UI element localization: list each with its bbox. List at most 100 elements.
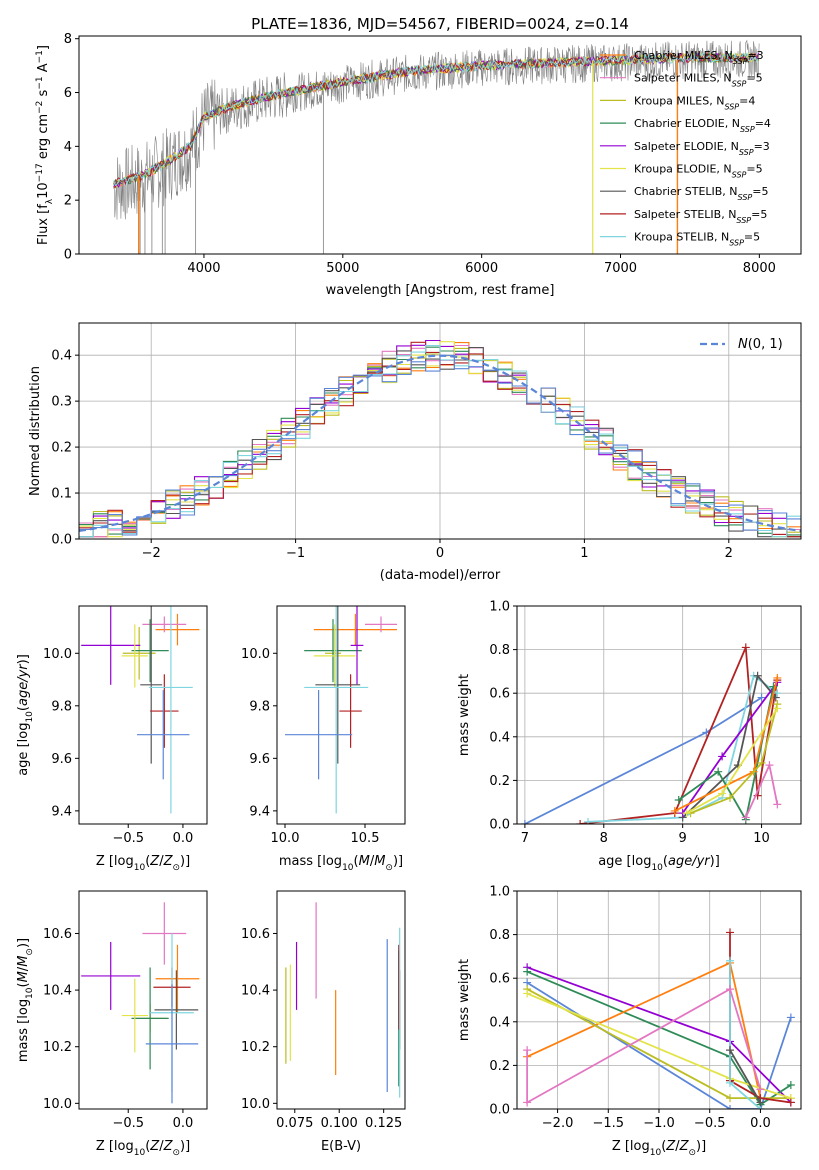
legend-label: Chabrier STELIB, NSSP=5 bbox=[634, 185, 768, 202]
y-axis-label: mass [log10(M/M⊙)] bbox=[16, 938, 35, 1062]
weight-marker-stelib_chabrier bbox=[726, 1046, 734, 1055]
legend-label: Salpeter STELIB, NSSP=5 bbox=[634, 208, 767, 225]
x-tick-label: 4000 bbox=[187, 261, 220, 276]
x-axis-label: mass [log10(M/M⊙)] bbox=[279, 854, 403, 873]
y-tick-label: 0.4 bbox=[51, 349, 72, 364]
y-tick-label: 0.6 bbox=[489, 687, 510, 702]
x-axis-label: Z [log10(Z/Z⊙)] bbox=[96, 854, 190, 873]
y-tick-label: 9.6 bbox=[249, 752, 270, 767]
legend-label: Salpeter MILES, NSSP=5 bbox=[634, 72, 763, 89]
y-tick-label: 0.8 bbox=[489, 643, 510, 658]
x-tick-label: 1 bbox=[580, 546, 588, 561]
x-tick-label: −1 bbox=[286, 546, 305, 561]
x-tick-label: 0.100 bbox=[321, 1116, 358, 1131]
plot-age-vs-Z: −0.5 0.0 9.4 9.6 9.8 10.0 Z [log10(Z/Z⊙)] age [… bbox=[16, 605, 208, 873]
plot-spectrum: 4000 5000 6000 7000 8000 0 2 4 6 8 Chabrier MILES,… bbox=[35, 32, 802, 298]
y-tick-label: 0.3 bbox=[51, 395, 72, 410]
weight-marker-stelib_kroupa bbox=[726, 1078, 734, 1087]
weight-marker-stelib_chabrier bbox=[756, 1098, 765, 1107]
x-tick-label: −0.5 bbox=[112, 1116, 144, 1131]
x-tick-label: −1.5 bbox=[592, 1116, 624, 1131]
y-tick-label: 10.2 bbox=[241, 1040, 270, 1055]
y-tick-label: 0.2 bbox=[489, 774, 510, 789]
weight-marker-miles_salpeter bbox=[523, 1098, 532, 1107]
x-axis-label: age [log10(age/yr)] bbox=[598, 854, 720, 873]
weight-series-miles_kroupa bbox=[690, 703, 779, 814]
weight-marker-elodie_kroupa bbox=[718, 789, 727, 798]
weight-marker-elodie_chabrier bbox=[523, 967, 532, 976]
weight-marker-miles_salpeter bbox=[726, 985, 734, 994]
legend-label: Kroupa STELIB, NSSP=5 bbox=[634, 231, 760, 248]
weight-marker-miles_kroupa bbox=[726, 1094, 734, 1103]
legend-label: Salpeter ELODIE, NSSP=3 bbox=[634, 140, 770, 157]
x-tick-label: 2 bbox=[725, 546, 733, 561]
y-tick-label: 0.2 bbox=[489, 1059, 510, 1074]
y-tick-label: 10.0 bbox=[241, 1097, 270, 1112]
x-axis-label: Z [log10(Z/Z⊙)] bbox=[612, 1139, 706, 1158]
weight-series-miles_salpeter bbox=[526, 987, 762, 1105]
y-tick-label: 0.1 bbox=[51, 487, 72, 502]
observed-spectrum bbox=[113, 39, 760, 220]
weight-marker-model_blue bbox=[726, 1105, 734, 1109]
weight-series-stelib_chabrier bbox=[682, 673, 777, 819]
x-tick-label: 0.0 bbox=[750, 1116, 771, 1131]
histogram-model_blue bbox=[79, 354, 801, 536]
weight-series-stelib_chabrier bbox=[729, 1049, 762, 1103]
weight-marker-elodie_kroupa bbox=[773, 704, 782, 713]
y-tick-label: 0.4 bbox=[489, 1015, 510, 1030]
x-tick-label: 7 bbox=[521, 831, 529, 846]
x-axis-label: wavelength [Angstrom, rest frame] bbox=[326, 283, 555, 298]
plot-area bbox=[113, 39, 760, 254]
x-tick-label: 8000 bbox=[743, 261, 776, 276]
plot-area bbox=[523, 928, 795, 1109]
weight-marker-model_blue bbox=[757, 693, 766, 702]
axes-frame bbox=[78, 35, 802, 255]
x-tick-label: 9 bbox=[679, 831, 687, 846]
weight-series-elodie_chabrier bbox=[526, 970, 792, 1106]
x-tick-label: 10 bbox=[753, 831, 770, 846]
normal-reference-curve bbox=[79, 354, 801, 532]
y-tick-label: 2 bbox=[64, 194, 72, 209]
axes-frame bbox=[78, 890, 208, 1110]
y-tick-label: 1.0 bbox=[489, 600, 510, 615]
plot-area bbox=[79, 339, 801, 538]
weight-marker-elodie_chabrier bbox=[786, 1081, 795, 1090]
y-axis-label: Normed distribution bbox=[28, 366, 43, 496]
y-axis-label: mass weight bbox=[457, 959, 472, 1041]
legend-label: Kroupa ELODIE, NSSP=5 bbox=[634, 163, 763, 180]
y-axis-label: Flux [fλ10−17 erg cm−2 s−1 A−1] bbox=[35, 45, 55, 245]
y-tick-label: 10.0 bbox=[43, 647, 72, 662]
x-tick-label: 0.125 bbox=[365, 1116, 402, 1131]
legend-label: Chabrier ELODIE, NSSP=4 bbox=[634, 117, 771, 134]
weight-marker-stelib_chabrier bbox=[753, 671, 762, 680]
plot-area bbox=[520, 643, 782, 824]
weight-marker-elodie_chabrier bbox=[674, 796, 683, 805]
weight-marker-miles_salpeter bbox=[773, 800, 782, 809]
plot-area bbox=[81, 606, 200, 814]
weight-marker-miles_kroupa bbox=[726, 793, 734, 802]
y-tick-label: 10.6 bbox=[43, 927, 72, 942]
x-tick-label: 0.0 bbox=[173, 1116, 194, 1131]
y-tick-label: 0 bbox=[64, 248, 72, 263]
figure-title: PLATE=1836, MJD=54567, FIBERID=0024, z=0… bbox=[251, 15, 629, 33]
weight-marker-miles_chabrier bbox=[773, 673, 782, 682]
weight-marker-stelib_salpeter bbox=[786, 1098, 795, 1107]
y-tick-label: 4 bbox=[64, 140, 72, 155]
x-axis-label: Z [log10(Z/Z⊙)] bbox=[96, 1139, 190, 1158]
y-tick-label: 9.8 bbox=[51, 699, 72, 714]
weight-marker-stelib_kroupa bbox=[726, 956, 734, 965]
y-axis-label: mass weight bbox=[457, 674, 472, 756]
y-tick-label: 0.0 bbox=[489, 1103, 510, 1118]
x-tick-label: −1.0 bbox=[643, 1116, 675, 1131]
y-tick-label: 10.4 bbox=[241, 984, 270, 999]
axes-frame bbox=[78, 605, 208, 825]
weight-marker-elodie_chabrier bbox=[769, 682, 778, 691]
x-tick-label: 6000 bbox=[465, 261, 498, 276]
x-tick-label: 5000 bbox=[326, 261, 359, 276]
y-tick-label: 0.0 bbox=[489, 818, 510, 833]
plot-area bbox=[81, 902, 200, 1104]
y-tick-label: 10.0 bbox=[43, 1097, 72, 1112]
y-tick-label: 9.8 bbox=[249, 699, 270, 714]
x-tick-label: −0.5 bbox=[112, 831, 144, 846]
legend-label: Kroupa MILES, NSSP=4 bbox=[634, 94, 755, 111]
